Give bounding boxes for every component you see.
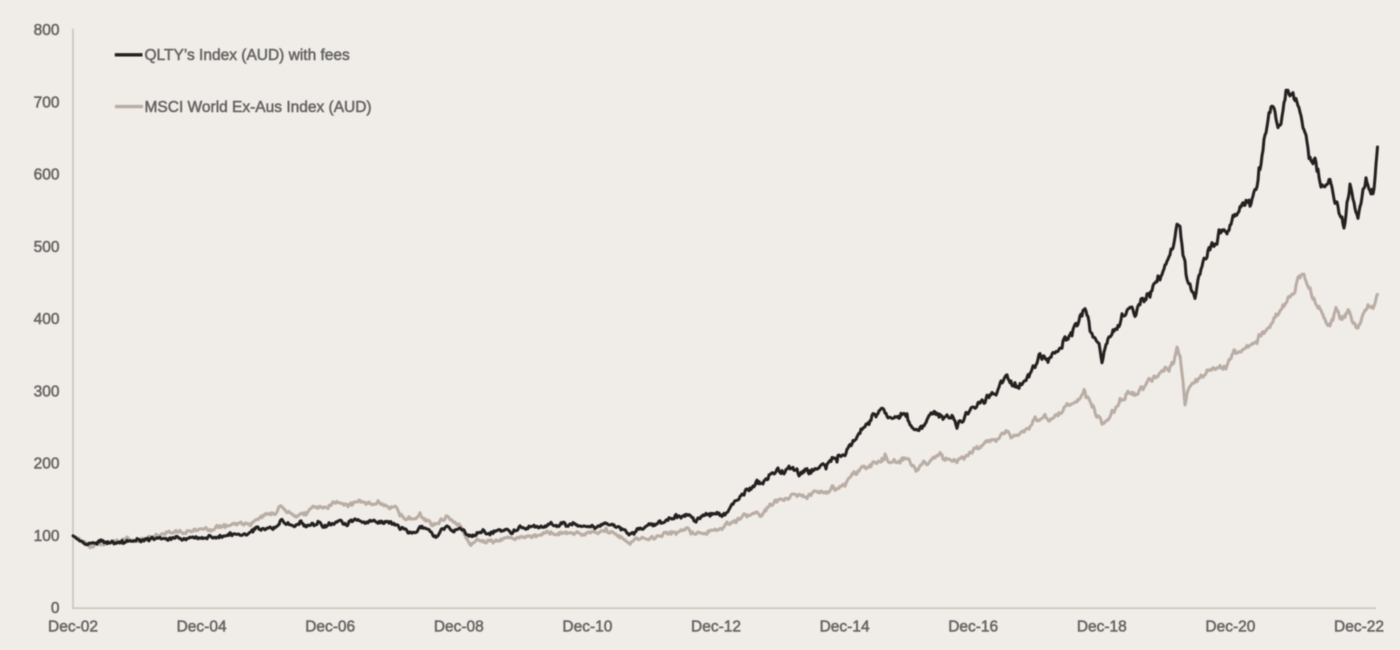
- svg-text:Dec-12: Dec-12: [691, 618, 741, 635]
- svg-text:MSCI World Ex-Aus Index (AUD): MSCI World Ex-Aus Index (AUD): [145, 99, 372, 116]
- svg-text:800: 800: [34, 22, 60, 39]
- svg-text:Dec-16: Dec-16: [948, 618, 998, 635]
- svg-text:Dec-10: Dec-10: [562, 618, 612, 635]
- svg-text:Dec-06: Dec-06: [305, 618, 355, 635]
- svg-text:600: 600: [34, 167, 60, 184]
- svg-text:Dec-08: Dec-08: [434, 618, 484, 635]
- svg-text:Dec-18: Dec-18: [1077, 618, 1127, 635]
- svg-text:Dec-22: Dec-22: [1334, 618, 1384, 635]
- svg-text:0: 0: [51, 600, 60, 617]
- svg-text:500: 500: [34, 239, 60, 256]
- svg-text:Dec-14: Dec-14: [820, 618, 870, 635]
- svg-text:700: 700: [34, 94, 60, 111]
- svg-text:Dec-04: Dec-04: [177, 618, 227, 635]
- svg-text:QLTY’s Index (AUD) with fees: QLTY’s Index (AUD) with fees: [145, 47, 351, 64]
- svg-text:300: 300: [34, 383, 60, 400]
- svg-text:400: 400: [34, 311, 60, 328]
- svg-text:Dec-20: Dec-20: [1205, 618, 1255, 635]
- svg-text:200: 200: [34, 456, 60, 473]
- svg-text:Dec-02: Dec-02: [48, 618, 98, 635]
- svg-text:100: 100: [34, 528, 60, 545]
